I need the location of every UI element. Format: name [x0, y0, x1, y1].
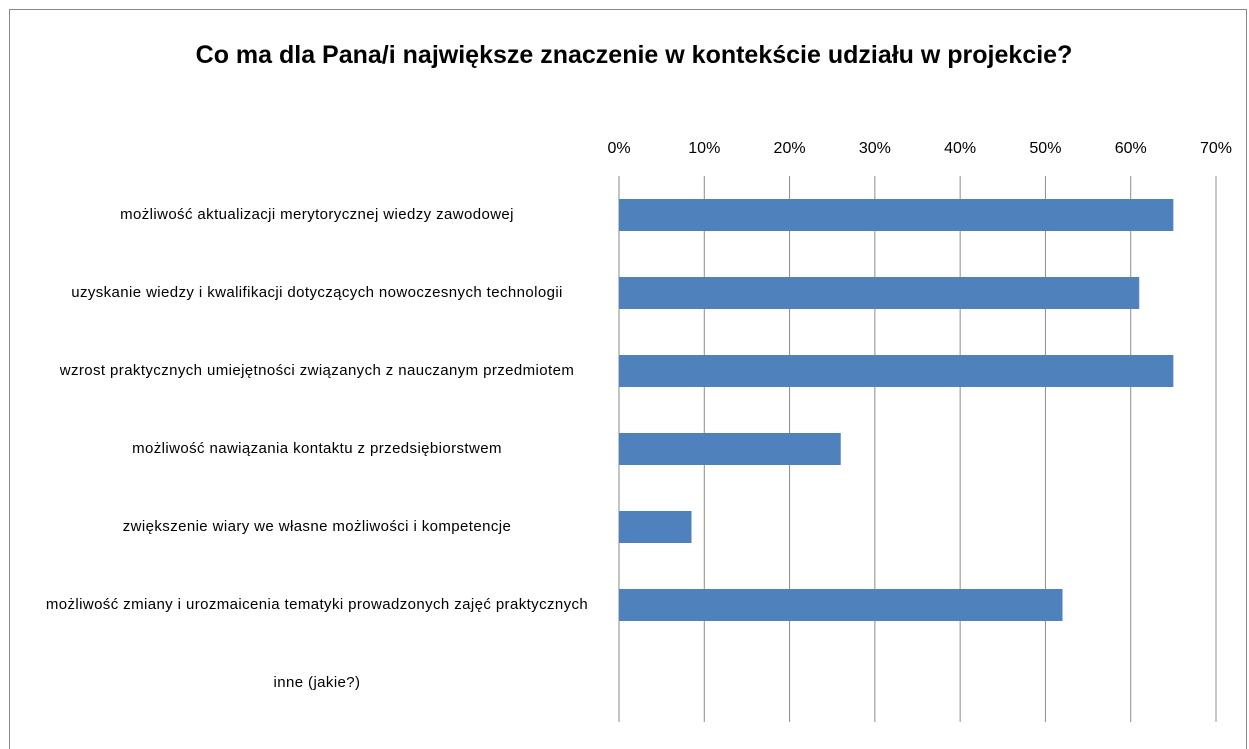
chart-frame: [9, 9, 1247, 749]
x-tick-label: 30%: [858, 140, 891, 157]
bar: [619, 511, 692, 543]
x-tick-label: 40%: [944, 140, 977, 157]
y-tick-label: możliwość aktualizacji merytorycznej wie…: [120, 206, 514, 223]
y-tick-label: inne (jakie?): [273, 674, 361, 691]
y-tick-label: wzrost praktycznych umiejętności związan…: [59, 362, 575, 379]
bar: [619, 199, 1174, 231]
x-tick-label: 50%: [1029, 140, 1062, 157]
x-tick-label: 20%: [773, 140, 806, 157]
y-tick-label: możliwość nawiązania kontaktu z przedsię…: [132, 440, 502, 457]
chart-title: Co ma dla Pana/i największe znaczenie w …: [195, 41, 1073, 69]
y-tick-label: możliwość zmiany i urozmaicenia tematyki…: [45, 596, 589, 613]
bar: [619, 433, 841, 465]
bar: [619, 355, 1174, 387]
x-tick-label: 60%: [1114, 140, 1147, 157]
bar: [619, 277, 1140, 309]
x-tick-label: 70%: [1199, 140, 1233, 157]
y-tick-label: uzyskanie wiedzy i kwalifikacji dotycząc…: [71, 284, 563, 301]
x-tick-label: 10%: [688, 140, 721, 157]
bar: [619, 589, 1063, 621]
x-tick-label: 0%: [607, 140, 631, 157]
y-tick-label: zwiększenie wiary we własne możliwości i…: [122, 518, 512, 535]
